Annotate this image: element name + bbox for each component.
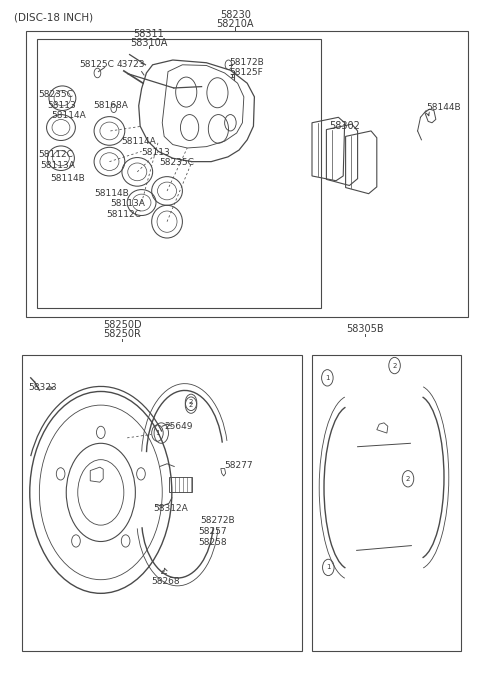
Text: 58305B: 58305B <box>346 325 384 334</box>
Text: 58112C: 58112C <box>38 150 73 160</box>
Text: 58311: 58311 <box>133 29 164 39</box>
Text: 58114A: 58114A <box>51 111 86 121</box>
Text: 58113A: 58113A <box>110 199 145 209</box>
Text: 58114A: 58114A <box>121 136 156 146</box>
Text: 58113A: 58113A <box>40 161 75 170</box>
Text: 58257: 58257 <box>199 527 228 537</box>
Text: 58230: 58230 <box>220 10 251 20</box>
Text: 58144B: 58144B <box>426 102 461 112</box>
Text: 58172B: 58172B <box>229 58 264 68</box>
Text: 43723: 43723 <box>117 60 145 70</box>
Text: 58323: 58323 <box>28 383 57 392</box>
Text: 58210A: 58210A <box>216 19 254 29</box>
Bar <box>22 355 302 651</box>
Text: 2: 2 <box>189 402 193 408</box>
Text: 58268: 58268 <box>151 576 180 586</box>
Text: 2: 2 <box>189 400 193 405</box>
Text: 2: 2 <box>392 363 397 368</box>
Bar <box>37 39 321 308</box>
Bar <box>26 31 468 317</box>
Bar <box>169 477 192 492</box>
Text: 58114B: 58114B <box>94 188 129 198</box>
Text: 58310A: 58310A <box>130 38 168 48</box>
Text: 58250D: 58250D <box>103 321 142 330</box>
Text: 1: 1 <box>326 565 331 570</box>
Text: 58125F: 58125F <box>229 68 263 78</box>
Text: 58235C: 58235C <box>159 158 194 167</box>
Text: 58312A: 58312A <box>154 503 188 513</box>
Text: 58272B: 58272B <box>201 516 235 525</box>
Bar <box>312 355 461 651</box>
Text: 58250R: 58250R <box>104 329 141 339</box>
Text: 58258: 58258 <box>199 537 228 547</box>
Text: 25649: 25649 <box>164 422 192 432</box>
Text: 58235C: 58235C <box>38 89 73 99</box>
Text: 58302: 58302 <box>329 121 360 131</box>
Text: 58113: 58113 <box>47 101 76 110</box>
Text: 1: 1 <box>155 430 160 436</box>
Text: 2: 2 <box>406 476 410 481</box>
Text: 58114B: 58114B <box>50 174 85 183</box>
Text: 58168A: 58168A <box>94 101 129 110</box>
Text: 1: 1 <box>325 375 330 381</box>
Text: 58125C: 58125C <box>79 60 114 70</box>
Text: 58113: 58113 <box>142 147 170 157</box>
Text: (DISC-18 INCH): (DISC-18 INCH) <box>14 12 94 23</box>
Text: 58277: 58277 <box>225 460 253 470</box>
Text: 58112C: 58112C <box>107 210 141 220</box>
